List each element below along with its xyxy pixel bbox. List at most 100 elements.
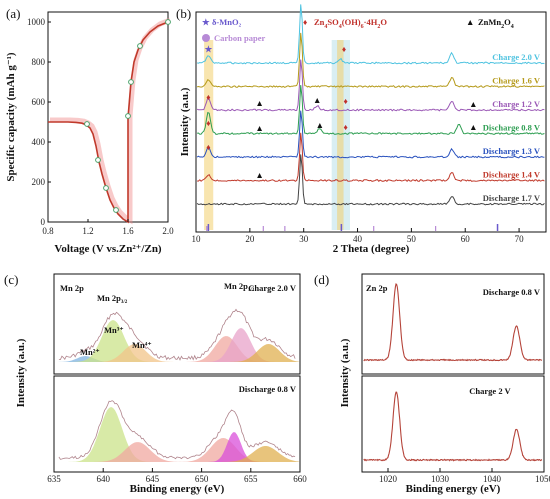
legend-znmn: ZnMn2O4 [478,17,514,30]
panel-b-phase-markers: ★ ♦ ♦ ▲ ▲ ♦ ▲ ♦ ▲ ▲ ♦ ▲ ♦ ▲ [205,44,478,180]
panel-b-ylabel: Intensity (a.u.) [179,87,191,156]
panel-c-top-component-0 [54,356,300,362]
legend-mno2-symbol: ★ [202,17,211,27]
legend-zso-symbol: ♦ [303,17,308,27]
panel-c-bottom-component-4 [54,446,300,462]
panel-b-xtick-5: 60 [461,234,471,244]
panel-c-bottom-component-3 [54,432,300,462]
legend-zso: Zn4SO4(OH)6·4H2O [314,17,387,30]
panel-a-xtick-3: 2.0 [162,226,174,236]
panel-a-xticks: 0.8 1.2 1.6 2.0 [42,219,174,236]
panel-d-xtick-1: 1030 [431,474,450,484]
panel-b-series-2 [196,59,545,112]
panel-c-label: (c) [4,272,18,287]
panel-a-curve [48,21,169,224]
panel-a-xtick-1: 1.2 [82,226,93,236]
panel-d-label: (d) [314,272,329,287]
panel-b-phase-marker-2: ♦ [206,92,211,102]
panel-b-xtick-2: 30 [299,234,309,244]
legend-carbon: Carbon paper [214,33,265,43]
panel-b-phase-marker-4: ▲ [313,95,321,105]
panel-b-legend: ★ δ-MnO₂ Carbon paper ♦ Zn4SO4(OH)6·4H2O… [202,17,514,43]
panel-b-series-label-1: Charge 1.6 V [492,76,541,86]
panel-b-xtick-4: 50 [407,234,417,244]
panel-c-top-frame [53,273,301,375]
panel-b-series-label-4: Discharge 1.3 V [483,146,541,156]
panel-d-top-frame [361,273,545,375]
panel-a-plot [48,17,171,225]
panel-a-ytick-4: 800 [32,57,46,67]
panel-a-marker-5 [128,79,134,85]
panel-b-phase-marker-9: ▲ [316,120,324,130]
panel-b-series-0 [196,4,545,65]
panel-a-marker-4 [125,113,131,119]
panel-b-series-6 [196,154,545,206]
panel-a-marker-0 [84,121,90,127]
panel-c-xtick-1: 640 [96,474,110,484]
panel-a-frame [47,11,169,223]
panel-c-xtick-3: 650 [195,474,209,484]
panel-b-series-1 [196,32,545,89]
legend-carbon-marker [202,34,210,42]
panel-a-label: (a) [6,6,20,21]
panel-b-xtick-6: 70 [515,234,525,244]
panel-a-xtick-0: 0.8 [42,226,54,236]
panel-c-xlabel: Binding energy (eV) [130,483,225,495]
panel-b-xtick-3: 40 [353,234,363,244]
panel-c-top-component-4 [54,328,300,362]
panel-b-phase-marker-5: ♦ [344,96,349,106]
panel-d-xlabel: Binding energy (eV) [406,483,501,495]
panel-b-xtick-1: 20 [245,234,255,244]
panel-a-ytick-0: 0 [41,217,46,227]
panel-b-xtick-0: 10 [192,234,202,244]
panel-a-marker-1 [95,157,101,163]
panel-b-phase-marker-12: ♦ [206,142,211,152]
panel-d-xtick-0: 1020 [379,474,398,484]
panel-c-ylabel: Intensity (a.u.) [15,338,27,407]
panel-c-bottom-component-0 [54,407,300,462]
panel-b-phase-marker-7: ♦ [206,118,211,128]
panel-b-series-label-6: Discharge 1.7 V [483,193,541,203]
annot-mn2p32: Mn 2p3/2 [97,293,128,305]
panel-d-xtick-2: 1040 [483,474,502,484]
panel-b-series-3 [197,85,545,135]
panel-b-series-label-5: Discharge 1.4 V [483,170,541,180]
panel-c-top-component-1 [54,320,300,362]
panel-b-series-labels: Charge 2.0 V Charge 1.6 V Charge 1.2 V Disc… [483,52,541,203]
panel-b-highlight-12deg [204,40,214,230]
panel-b-phase-marker-10: ♦ [344,122,349,132]
panel-a-marker-6 [137,43,143,49]
panel-b-series-label-2: Charge 1.2 V [492,99,541,109]
panel-b-highlight-36deg-inner [337,40,344,230]
panel-a-ytick-5: 1000 [27,17,46,27]
panel-b-phase-marker-0: ★ [205,44,214,54]
panel-b-series-5 [197,132,545,183]
panel-a-cv-band [50,17,171,225]
panel-b-label: (b) [176,6,191,21]
panel-b-phase-marker-6: ▲ [469,99,477,109]
panel-d-xtick-3: 1050 [535,474,550,484]
panel-d-xticks: 1020 1030 1040 1050 [379,468,550,484]
panel-a-ytick-3: 600 [32,97,46,107]
panel-c-top-raw [58,308,296,361]
panel-c-top-condition: Charge 2.0 V [248,283,297,293]
panel-d-top-plot [363,283,543,362]
legend-znmn-symbol: ▲ [466,17,474,27]
panel-b-series-label-0: Charge 2.0 V [492,52,541,62]
panel-b-series-4 [196,110,545,159]
panel-a-marker-2 [103,185,109,191]
annot-mn3: Mn³⁺ [104,325,124,335]
panel-c-bottom-frame [53,375,301,473]
legend-mno2: δ-MnO₂ [212,17,242,27]
panel-c-top-component-5 [54,344,300,362]
panel-d-bottom-condition: Charge 2 V [469,386,511,396]
panel-c-top-plot [54,308,300,362]
panel-b-phase-marker-1: ♦ [342,44,347,54]
panel-d-title: Zn 2p [366,283,388,293]
panel-c-bottom-raw [58,400,296,460]
panel-b-xlabel: 2 Theta (degree) [333,243,410,255]
panel-a-yticks: 0 200 400 600 800 1000 [27,17,51,227]
panel-b-phase-marker-13: ▲ [255,170,263,180]
annot-mn4: Mn⁴⁺ [132,340,152,350]
